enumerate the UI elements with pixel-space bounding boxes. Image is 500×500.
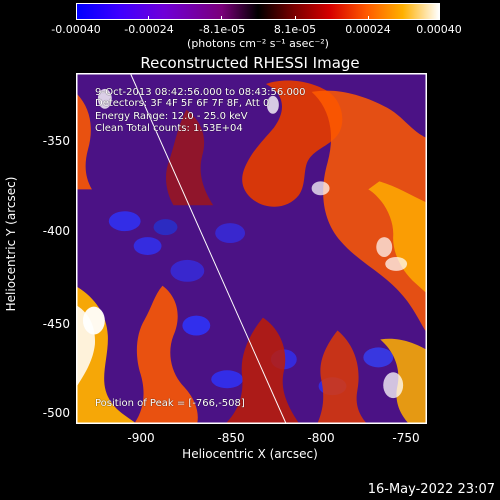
colorbar-tick xyxy=(148,16,149,20)
limb-line xyxy=(130,74,287,423)
colorbar xyxy=(76,3,440,20)
x-tick-label-2: -850 xyxy=(217,431,245,445)
colorbar-tick xyxy=(439,16,440,20)
detectors-info: Detectors: 3F 4F 5F 6F 7F 8F, Att 0 xyxy=(95,98,270,109)
colorbar-label-3: -8.1e-05 xyxy=(198,23,246,36)
render-timestamp: 16-May-2022 23:07 xyxy=(367,482,495,497)
peak-position: Position of Peak = [-766,-508] xyxy=(95,398,245,409)
warm-blobs xyxy=(77,80,426,423)
y-tick-label-3: -450 xyxy=(42,317,70,331)
clean-info: Clean Total counts: 1.53E+04 xyxy=(95,123,243,134)
rhessi-heatmap xyxy=(77,74,426,423)
colorbar-tick xyxy=(221,16,222,20)
observation-time: 9-Oct-2013 08:42:56.000 to 08:43:56.000 xyxy=(95,87,306,98)
colorbar-label-4: 8.1e-05 xyxy=(273,23,317,36)
y-tick-label-2: -400 xyxy=(42,224,70,238)
colorbar-label-max: 0.00040 xyxy=(416,23,462,36)
x-tick-label-4: -750 xyxy=(392,431,420,445)
colorbar-tick xyxy=(76,16,77,20)
y-tick-label-4: -500 xyxy=(42,406,70,420)
energy-range: Energy Range: 12.0 - 25.0 keV xyxy=(95,111,248,122)
y-axis-label: Heliocentric Y (arcsec) xyxy=(4,176,18,312)
rhessi-image xyxy=(76,73,427,424)
colorbar-label-2: -0.00024 xyxy=(124,23,174,36)
bright-cores xyxy=(82,88,408,399)
colorbar-label-5: 0.00024 xyxy=(345,23,391,36)
y-tick-label-1: -350 xyxy=(42,134,70,148)
x-axis-label: Heliocentric X (arcsec) xyxy=(182,447,318,461)
colorbar-tick xyxy=(368,16,369,20)
x-tick-label-1: -900 xyxy=(127,431,155,445)
plot-title: Reconstructed RHESSI Image xyxy=(140,54,360,72)
colorbar-units: (photons cm⁻² s⁻¹ asec⁻²) xyxy=(187,37,329,50)
colorbar-label-min: -0.00040 xyxy=(51,23,101,36)
colorbar-tick xyxy=(295,16,296,20)
x-tick-label-3: -800 xyxy=(307,431,335,445)
